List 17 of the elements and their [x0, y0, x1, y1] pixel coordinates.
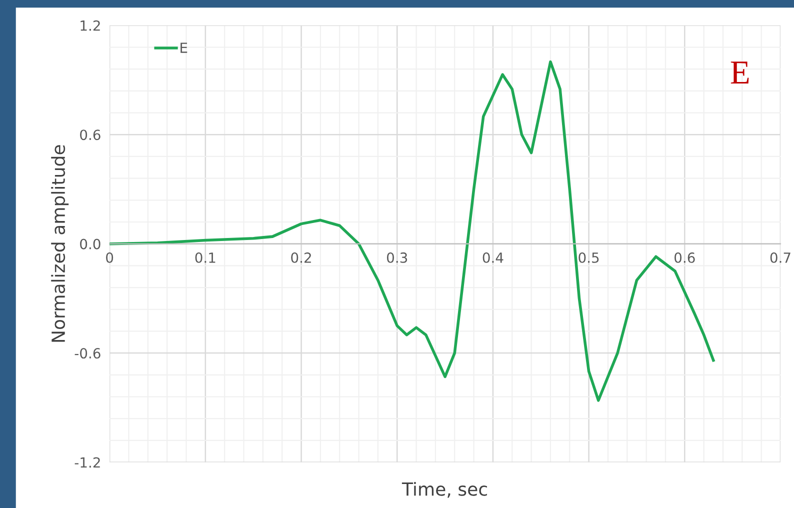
x-tick-label: 0.4: [482, 252, 504, 263]
y-tick-label: 0.0: [80, 238, 100, 250]
y-tick-label: 1.2: [80, 20, 100, 31]
y-tick-label: -0.6: [74, 348, 100, 359]
annotation: E: [730, 62, 749, 84]
x-tick-label: 0.5: [578, 252, 599, 263]
x-tick-label: 0.6: [674, 252, 695, 263]
x-tick-label: 0.7: [770, 252, 790, 263]
x-axis-title: Time, sec: [402, 482, 487, 498]
x-tick-label: 0: [106, 252, 114, 263]
y-tick-label: 0.6: [80, 130, 100, 140]
y-tick-label: -1.2: [74, 457, 100, 468]
x-tick-label: 0.3: [386, 252, 408, 263]
x-tick-label: 0.1: [195, 252, 216, 263]
x-tick-label: 0.2: [291, 252, 311, 263]
legend-label: E: [180, 42, 188, 53]
y-axis-title: Normalized amplitude: [51, 145, 69, 342]
